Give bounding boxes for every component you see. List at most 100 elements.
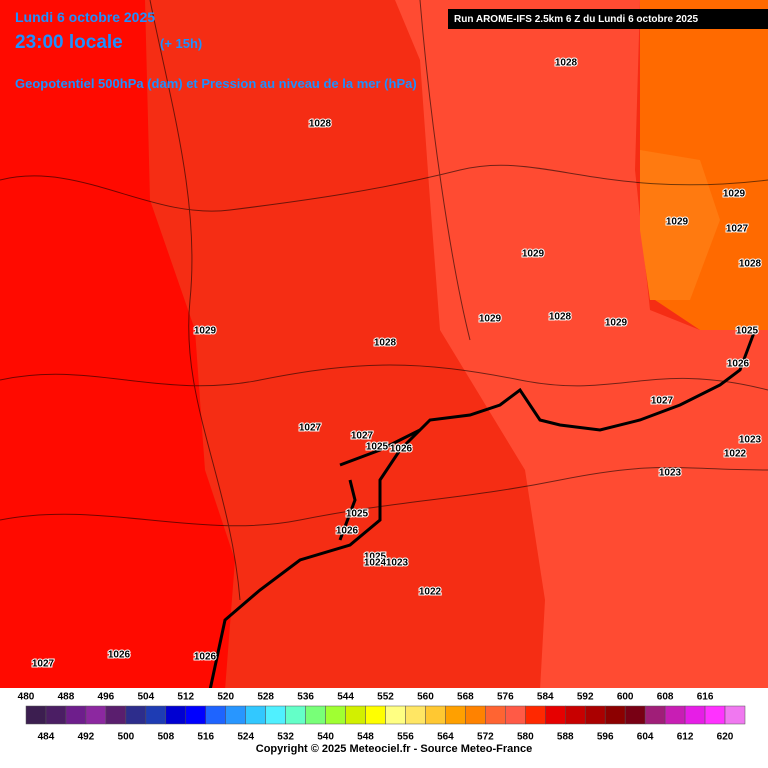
pressure-label: 1027 xyxy=(726,224,749,235)
colorbar-label: 552 xyxy=(377,692,394,703)
pressure-label: 1026 xyxy=(108,650,131,661)
pressure-label: 1027 xyxy=(651,396,674,407)
colorbar-swatch xyxy=(545,705,566,725)
colorbar-label: 608 xyxy=(657,692,674,703)
colorbar-label: 612 xyxy=(677,732,694,743)
colorbar-label: 568 xyxy=(457,692,474,703)
colorbar: 480 484 488 492 496 500 504 508 512 516 520 524 528 5… xyxy=(18,692,746,743)
colorbar-swatch xyxy=(385,705,406,725)
colorbar-label: 492 xyxy=(78,732,95,743)
pressure-label: 1026 xyxy=(390,444,413,455)
pressure-label: 1028 xyxy=(739,259,762,270)
pressure-label: 1028 xyxy=(555,58,578,69)
colorbar-swatch xyxy=(644,705,666,725)
time: 23:00 locale xyxy=(15,32,123,53)
colorbar-label: 576 xyxy=(497,692,514,703)
colorbar-label: 488 xyxy=(58,692,75,703)
colorbar-swatch xyxy=(445,705,466,725)
colorbar-swatch xyxy=(565,705,586,725)
zone-red xyxy=(0,0,235,690)
colorbar-swatch xyxy=(684,705,706,725)
pressure-label: 1022 xyxy=(724,449,747,460)
pressure-label: 1023 xyxy=(739,435,762,446)
pressure-label: 1022 xyxy=(419,587,442,598)
colorbar-label: 564 xyxy=(437,732,454,743)
run: Run AROME-IFS 2.5km 6 Z du Lundi 6 octob… xyxy=(454,14,699,25)
pressure-label: 1027 xyxy=(299,423,322,434)
colorbar-label: 536 xyxy=(297,692,314,703)
colorbar-swatch xyxy=(165,705,187,725)
pressure-label: 1023 xyxy=(659,468,682,479)
colorbar-label: 508 xyxy=(157,732,174,743)
colorbar-label: 616 xyxy=(697,692,714,703)
colorbar-label: 500 xyxy=(118,732,135,743)
colorbar-swatch xyxy=(305,705,326,725)
zone-light xyxy=(395,0,768,690)
pressure-label: 1025 xyxy=(346,509,369,520)
pressure-label: 1025 xyxy=(736,326,759,337)
colorbar-swatch xyxy=(405,705,426,725)
colorbar-label: 480 xyxy=(18,692,35,703)
colorbar-swatch xyxy=(465,705,486,725)
colorbar-swatch xyxy=(525,705,546,725)
colorbar-swatch xyxy=(145,705,167,725)
isobars xyxy=(0,0,768,601)
colorbar-label: 516 xyxy=(197,732,214,743)
pressure-label: 1027 xyxy=(351,431,374,442)
pressure-label: 1029 xyxy=(522,249,545,260)
colorbar-label: 556 xyxy=(397,732,414,743)
colorbar-label: 572 xyxy=(477,732,494,743)
colorbar-label: 560 xyxy=(417,692,434,703)
pressure-label: 1029 xyxy=(605,318,628,329)
colorbar-label: 528 xyxy=(257,692,274,703)
colorbar-swatch xyxy=(425,705,446,725)
colorbar-swatch xyxy=(85,705,107,725)
colorbar-label: 512 xyxy=(177,692,194,703)
colorbar-label: 496 xyxy=(98,692,115,703)
pressure-label: 1028 xyxy=(549,312,572,323)
colorbar-label: 596 xyxy=(597,732,614,743)
colorbar-swatch xyxy=(45,705,67,725)
colorbar-swatch xyxy=(664,705,686,725)
pressure-label: 1027 xyxy=(32,659,55,670)
pressure-label: 1025 xyxy=(364,552,387,563)
colorbar-label: 504 xyxy=(137,692,154,703)
colorbar-label: 548 xyxy=(357,732,374,743)
colorbar-label: 544 xyxy=(337,692,354,703)
zone-orange2 xyxy=(640,150,720,300)
colorbar-swatch xyxy=(245,705,266,725)
pressure-label: 1026 xyxy=(194,652,217,663)
colorbar-label: 580 xyxy=(517,732,534,743)
pressure-label: 1025 xyxy=(366,442,389,453)
colorbar-label: 520 xyxy=(217,692,234,703)
colorbar-swatch xyxy=(25,705,47,725)
colorbar-swatch xyxy=(624,705,646,725)
thick-contour xyxy=(208,329,757,691)
colorbar-swatch xyxy=(65,705,87,725)
colorbar-panel xyxy=(0,688,768,768)
pressure-label: 1028 xyxy=(374,338,397,349)
colorbar-label: 604 xyxy=(637,732,654,743)
colorbar-swatch xyxy=(704,705,726,725)
colorbar-label: 524 xyxy=(237,732,254,743)
colorbar-label: 592 xyxy=(577,692,594,703)
pressure-label: 1029 xyxy=(479,314,502,325)
colorbar-swatch xyxy=(105,705,127,725)
pressure-label: 1029 xyxy=(723,189,746,200)
colorbar-label: 484 xyxy=(38,732,55,743)
field: Geopotentiel 500hPa (dam) et Pression au… xyxy=(15,76,417,91)
pressure-label: 1028 xyxy=(309,119,332,130)
colorbar-label: 532 xyxy=(277,732,294,743)
colorbar-swatch xyxy=(505,705,526,725)
colorbar-swatch xyxy=(265,705,286,725)
colorbar-swatch xyxy=(724,705,746,725)
colorbar-swatch xyxy=(485,705,506,725)
colorbar-swatch xyxy=(205,705,226,725)
colorbar-swatch xyxy=(604,705,626,725)
colorbar-label: 588 xyxy=(557,732,574,743)
colorbar-swatch xyxy=(285,705,306,725)
pressure-label: 1029 xyxy=(666,217,689,228)
colorbar-swatch xyxy=(325,705,346,725)
colorbar-label: 584 xyxy=(537,692,554,703)
